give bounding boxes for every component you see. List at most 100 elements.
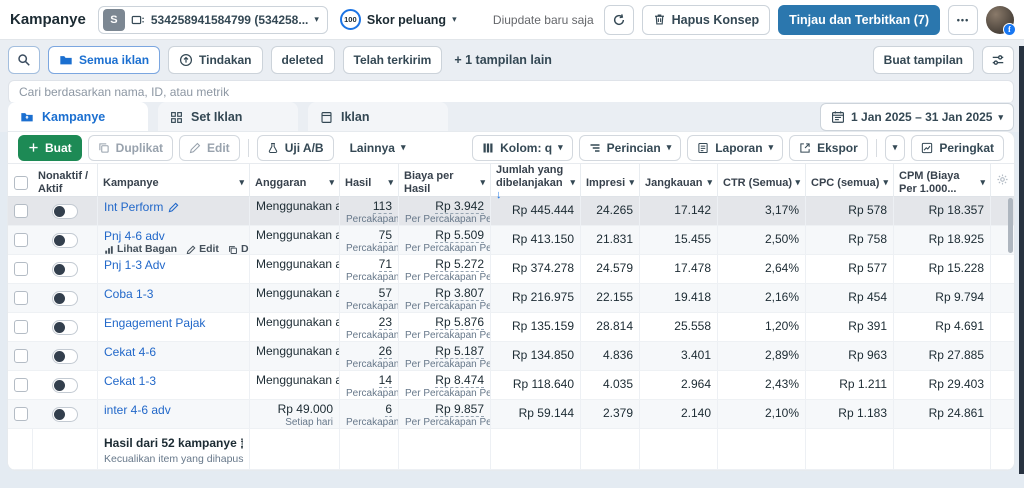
campaign-toggle[interactable] <box>52 378 78 393</box>
row-checkbox[interactable] <box>14 378 28 392</box>
rank-button[interactable]: Peringkat <box>911 135 1004 161</box>
columns-icon <box>482 142 494 154</box>
row-checkbox[interactable] <box>14 291 28 305</box>
impressions-cell: 28.814 <box>581 313 640 341</box>
campaign-name-link[interactable]: Engagement Pajak <box>104 317 205 330</box>
row-checkbox[interactable] <box>14 262 28 276</box>
duplicate-button[interactable]: Duplikat <box>88 135 173 161</box>
cpr-value[interactable]: Rp 5.187 <box>435 344 484 359</box>
vertical-scrollbar[interactable] <box>1008 198 1013 253</box>
row-checkbox[interactable] <box>14 233 28 247</box>
duplicate-action[interactable]: Dupliku <box>228 244 250 254</box>
deleted-filter-button[interactable]: deleted <box>271 46 335 74</box>
campaign-toggle[interactable] <box>52 291 78 306</box>
cpr-value[interactable]: Rp 8.474 <box>435 373 484 388</box>
result-value[interactable]: 75 <box>379 228 392 243</box>
cpr-value[interactable]: Rp 3.942 <box>435 199 484 214</box>
user-avatar[interactable]: f <box>986 6 1014 34</box>
edit-button[interactable]: Edit <box>179 135 240 161</box>
result-value[interactable]: 26 <box>379 344 392 359</box>
campaign-toggle[interactable] <box>52 320 78 335</box>
campaign-name-link[interactable]: Coba 1-3 <box>104 288 153 301</box>
cpc-cell: Rp 963 <box>806 342 894 370</box>
cpr-value[interactable]: Rp 3.807 <box>435 286 484 301</box>
campaign-name-link[interactable]: Cekat 4-6 <box>104 346 156 359</box>
cpr-value[interactable]: Rp 5.509 <box>435 228 484 243</box>
gear-icon[interactable] <box>996 173 1009 186</box>
export-options-button[interactable]: ▾ <box>885 135 906 161</box>
tab-ads[interactable]: Iklan <box>308 102 448 132</box>
campaign-toggle[interactable] <box>52 349 78 364</box>
impressions-cell: 2.379 <box>581 400 640 428</box>
campaign-toggle[interactable] <box>52 233 78 248</box>
spend-cell: Rp 216.975 <box>491 284 581 312</box>
result-value[interactable]: 113 <box>373 199 392 214</box>
table-row[interactable]: Cekat 1-3 Menggunakan an... 14 Percakapa… <box>8 371 1014 400</box>
campaign-name-link[interactable]: Pnj 4-6 adv <box>104 230 165 243</box>
report-button[interactable]: Laporan ▾ <box>687 135 783 161</box>
columns-button[interactable]: Kolom: q ▾ <box>472 135 573 161</box>
table-row[interactable]: Coba 1-3 Menggunakan an... 57 Percakapan… <box>8 284 1014 313</box>
table-row[interactable]: Int Perform Menggunakan an... 113 Percak… <box>8 197 1014 226</box>
cpr-value[interactable]: Rp 5.272 <box>435 257 484 272</box>
table-row[interactable]: Engagement Pajak Menggunakan an... 23 Pe… <box>8 313 1014 342</box>
refresh-button[interactable] <box>604 5 634 35</box>
campaign-name-link[interactable]: Cekat 1-3 <box>104 375 156 388</box>
spend-cell: Rp 134.850 <box>491 342 581 370</box>
sort-caret-icon: ▾ <box>388 178 393 187</box>
review-publish-button[interactable]: Tinjau dan Terbitkan (7) <box>778 5 940 35</box>
more-actions-label: Lainnya <box>350 141 395 155</box>
view-settings-button[interactable] <box>982 46 1014 74</box>
date-range-label: 1 Jan 2025 – 31 Jan 2025 <box>851 110 992 124</box>
ab-test-button[interactable]: Uji A/B <box>257 135 334 161</box>
select-all-checkbox[interactable] <box>14 176 28 190</box>
cpm-cell: Rp 9.794 <box>894 284 991 312</box>
row-checkbox[interactable] <box>14 320 28 334</box>
opportunity-score[interactable]: 100 Skor peluang ▾ <box>340 9 457 30</box>
more-views-link[interactable]: + 1 tampilan lain <box>454 53 552 67</box>
cpr-value[interactable]: Rp 5.876 <box>435 315 484 330</box>
export-button[interactable]: Ekspor <box>789 135 868 161</box>
edit-name-icon[interactable] <box>168 202 179 213</box>
edit-action[interactable]: Edit <box>186 244 219 254</box>
result-value[interactable]: 23 <box>379 315 392 330</box>
row-checkbox[interactable] <box>14 349 28 363</box>
tindakan-filter-button[interactable]: Tindakan <box>168 46 262 74</box>
campaign-name-link[interactable]: Int Perform <box>104 201 179 214</box>
breakdown-button[interactable]: Perincian ▾ <box>579 135 682 161</box>
account-selector[interactable]: S 534258941584799 (534258... ▾ <box>98 6 328 34</box>
row-checkbox[interactable] <box>14 204 28 218</box>
view-all-ads-button[interactable]: Semua iklan <box>48 46 160 74</box>
date-range-button[interactable]: 1 Jan 2025 – 31 Jan 2025 ▾ <box>820 103 1014 131</box>
info-icon[interactable]: i <box>241 438 243 449</box>
campaign-name-link[interactable]: Pnj 1-3 Adv <box>104 259 165 272</box>
table-row[interactable]: Pnj 4-6 adv Lihat Bagan Edit Dupliku ••• <box>8 226 1014 255</box>
search-filter-button[interactable] <box>8 46 40 74</box>
table-row[interactable]: Cekat 4-6 Menggunakan an... 26 Percakapa… <box>8 342 1014 371</box>
table-row[interactable]: inter 4-6 adv Rp 49.000 Setiap hari 6 Pe… <box>8 400 1014 429</box>
result-value[interactable]: 6 <box>385 402 392 417</box>
create-button[interactable]: Buat <box>18 135 82 161</box>
campaign-toggle[interactable] <box>52 262 78 277</box>
discard-draft-button[interactable]: Hapus Konsep <box>642 5 771 35</box>
row-checkbox[interactable] <box>14 407 28 421</box>
table-row[interactable]: Pnj 1-3 Adv Menggunakan an... 71 Percaka… <box>8 255 1014 284</box>
result-cell: 23 Percakapan ... <box>340 313 399 341</box>
campaign-name-link[interactable]: inter 4-6 adv <box>104 404 171 417</box>
campaign-toggle[interactable] <box>52 204 78 219</box>
view-charts-action[interactable]: Lihat Bagan <box>104 244 177 254</box>
result-value[interactable]: 14 <box>379 373 392 388</box>
more-options-button[interactable]: ••• <box>948 5 978 35</box>
campaign-toggle[interactable] <box>52 407 78 422</box>
create-view-button[interactable]: Buat tampilan <box>873 46 974 74</box>
search-input[interactable] <box>19 85 1003 99</box>
tab-adsets[interactable]: Set Iklan <box>158 102 298 132</box>
delivered-filter-button[interactable]: Telah terkirim <box>343 46 443 74</box>
tab-campaigns-label: Kampanye <box>42 110 105 124</box>
budget-cell: Rp 49.000 Setiap hari <box>250 400 340 428</box>
more-actions-button[interactable]: Lainnya ▾ <box>340 135 416 161</box>
tab-campaigns[interactable]: Kampanye <box>8 102 148 132</box>
cpr-value[interactable]: Rp 9.857 <box>435 402 484 417</box>
result-value[interactable]: 71 <box>379 257 392 272</box>
result-value[interactable]: 57 <box>379 286 392 301</box>
